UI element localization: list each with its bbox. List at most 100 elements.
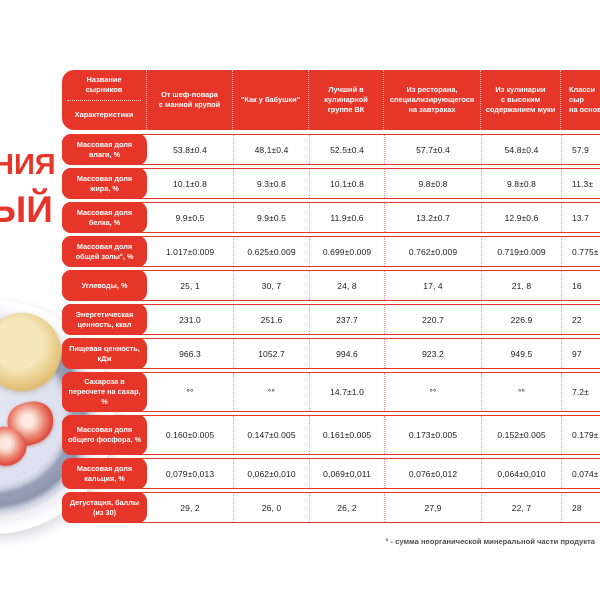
value-cell: 21, 8 (481, 271, 561, 300)
value-cell: 9.9±0.5 (175, 212, 205, 223)
row-label: Сахароза в пересчете на сахар, % (62, 372, 147, 412)
table-row: Углеводы, % 25, 1 30, 7 24, 8 17, 4 21, … (62, 270, 600, 301)
value-cell: 48.1±0.4 (233, 135, 309, 164)
value-cell: 52.5±0.4 (309, 135, 384, 164)
heading-line-1: НИЯ (0, 149, 56, 181)
value-cell: 994.6 (309, 339, 384, 368)
value-cell: 22, 7 (481, 493, 561, 522)
value-cell: 57.9 (561, 135, 600, 164)
corner-bottom-label: Характеристики (74, 110, 134, 120)
value-cell: °° (384, 373, 481, 411)
table-row: Массовая доля жира, % 10.1±0.8 9.3±0.8 1… (62, 168, 600, 199)
value-cell: °° (186, 387, 194, 397)
value-cell: 22 (561, 305, 600, 334)
value-cell: 226.9 (481, 305, 561, 334)
column-header-chef: От шеф-повара с манной крупой (146, 70, 232, 130)
value-cell: 17, 4 (384, 271, 481, 300)
footnote: ° - сумма неорганической минеральной час… (385, 537, 595, 546)
value-cell: 11.3± (561, 169, 600, 198)
value-cell: 54.8±0.4 (481, 135, 561, 164)
value-cell: 0.161±0.005 (309, 416, 384, 454)
value-cell: 10.1±0.8 (173, 178, 207, 189)
value-cell: 11.9±0.6 (309, 203, 384, 232)
value-cell: 14.7±1.0 (309, 373, 384, 411)
value-cell: 231.0 (179, 314, 201, 325)
value-cell: 27,9 (384, 493, 481, 522)
table-row: Пищевая ценность, кДж 966.3 1052.7 994.6… (62, 338, 600, 369)
row-label: Массовая доля кальция, % (62, 458, 147, 489)
value-cell: 220.7 (384, 305, 481, 334)
value-cell: 57.7±0.4 (384, 135, 481, 164)
value-cell: 0.775± (561, 237, 600, 266)
column-header-classic: Класси сыр на основ (560, 70, 600, 130)
value-cell: 97 (561, 339, 600, 368)
value-cell: 0,069±0,011 (309, 459, 384, 488)
column-header-restaurant: Из ресторана, специализирующегося на зав… (383, 70, 480, 130)
value-cell: 25, 1 (180, 280, 200, 291)
row-label: Массовая доля общей золы°, % (62, 236, 147, 267)
value-cell: 1052.7 (233, 339, 309, 368)
value-cell: 7.2± (561, 373, 600, 411)
value-cell: 30, 7 (233, 271, 309, 300)
corner-divider (67, 99, 141, 101)
value-cell: 1.017±0.009 (165, 246, 215, 257)
table-body: Массовая доля влаги, % 53.8±0.4 48.1±0.4… (62, 134, 600, 523)
value-cell: 0.147±0.005 (233, 416, 309, 454)
table-row: Дегустация, баллы (из 30) 29, 2 26, 0 26… (62, 492, 600, 523)
column-header-culinary: Из кулинарии с высоким содержанием муки (480, 70, 560, 130)
value-cell: 28 (561, 493, 600, 522)
table-row: Сахароза в пересчете на сахар, % °° °° 1… (62, 372, 600, 412)
value-cell: 0.179± (561, 416, 600, 454)
value-cell: 29, 2 (180, 502, 200, 513)
corner-top-label: Название сырников (85, 74, 123, 94)
table-header: Название сырников Характеристики От шеф-… (62, 70, 600, 130)
row-label: Массовая доля жира, % (62, 168, 147, 199)
value-cell: 0,076±0,012 (384, 459, 481, 488)
value-cell: 0.762±0.009 (384, 237, 481, 266)
value-cell: 0.160±0.005 (165, 430, 215, 440)
value-cell: 0.152±0.005 (481, 416, 561, 454)
value-cell: 13.2±0.7 (384, 203, 481, 232)
table-row: Массовая доля общего фосфора, % 0.160±0.… (62, 415, 600, 455)
value-cell: 949.5 (481, 339, 561, 368)
value-cell: 0.625±0.009 (233, 237, 309, 266)
value-cell: °° (233, 373, 309, 411)
value-cell: 0.173±0.005 (384, 416, 481, 454)
row-label: Массовая доля белка, % (62, 202, 147, 233)
value-cell: 0,074± (561, 459, 600, 488)
value-cell: 0,062±0,010 (233, 459, 309, 488)
column-header-vk-group: Лучший в кулинарной группе ВК (308, 70, 383, 130)
value-cell: 0.699±0.009 (309, 237, 384, 266)
heading-line-2: ЫЙ (0, 189, 53, 230)
value-cell: °° (481, 373, 561, 411)
value-cell: 53.8±0.4 (173, 144, 207, 155)
syrnik-image (0, 313, 61, 391)
row-label: Массовая доля общего фосфора, % (62, 415, 147, 455)
value-cell: 24, 8 (309, 271, 384, 300)
row-label: Пищевая ценность, кДж (62, 338, 147, 369)
column-header-grandma: "Как у бабушки" (232, 70, 308, 130)
value-cell: 10.1±0.8 (309, 169, 384, 198)
value-cell: 237.7 (309, 305, 384, 334)
value-cell: 12.9±0.6 (481, 203, 561, 232)
table-row: Массовая доля кальция, % 0,079±0,013 0,0… (62, 458, 600, 489)
row-label: Массовая доля влаги, % (62, 134, 147, 165)
value-cell: 16 (561, 271, 600, 300)
corner-cell: Название сырников Характеристики (62, 70, 146, 130)
value-cell: 0,079±0,013 (165, 468, 215, 479)
value-cell: 26, 0 (233, 493, 309, 522)
row-label: Дегустация, баллы (из 30) (62, 492, 147, 523)
value-cell: 923.2 (384, 339, 481, 368)
value-cell: 0.719±0.009 (481, 237, 561, 266)
table-row: Массовая доля общей золы°, % 1.017±0.009… (62, 236, 600, 267)
row-label: Углеводы, % (62, 270, 147, 301)
value-cell: 0,064±0,010 (481, 459, 561, 488)
table-row: Массовая доля влаги, % 53.8±0.4 48.1±0.4… (62, 134, 600, 165)
value-cell: 9.9±0.5 (233, 203, 309, 232)
value-cell: 9.8±0.8 (481, 169, 561, 198)
table-row: Энергетическая ценность, ккал 231.0 251.… (62, 304, 600, 335)
value-cell: 26, 2 (309, 493, 384, 522)
value-cell: 966.3 (179, 348, 201, 359)
value-cell: 9.3±0.8 (233, 169, 309, 198)
value-cell: 9.8±0.8 (384, 169, 481, 198)
